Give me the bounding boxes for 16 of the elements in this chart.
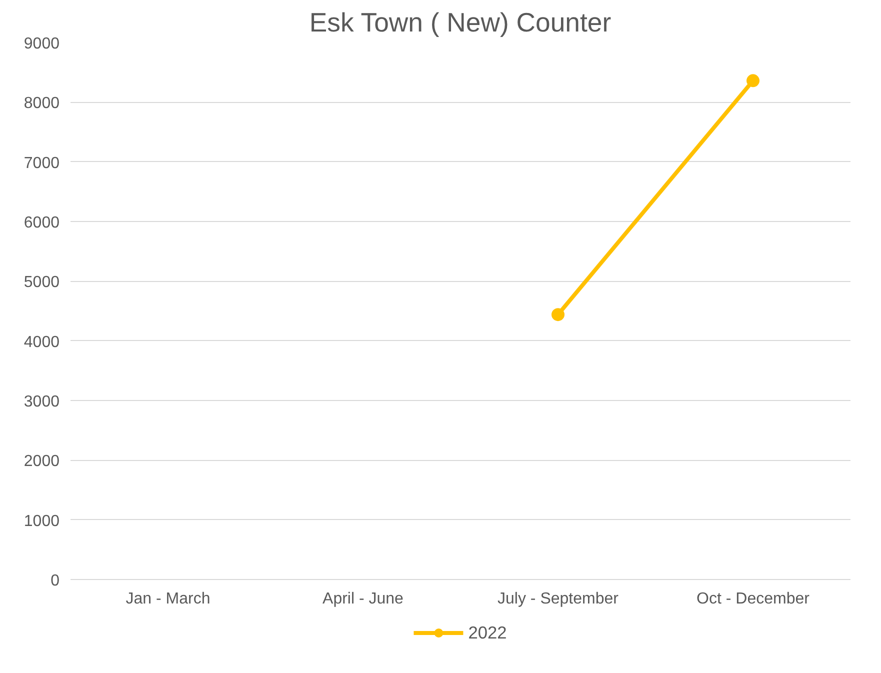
y-tick-label: 9000: [24, 36, 60, 52]
x-tick-label: July - September: [498, 590, 620, 608]
y-tick-label: 1000: [24, 512, 60, 530]
chart-title: Esk Town ( New) Counter: [309, 8, 612, 38]
y-tick-label: 2000: [24, 453, 60, 470]
y-tick-label: 0: [50, 572, 60, 590]
x-tick-label: Jan - March: [126, 590, 210, 608]
y-tick-label: 5000: [24, 274, 60, 292]
legend-label: 2022: [468, 622, 507, 643]
y-tick-label: 6000: [24, 214, 60, 232]
x-tick-label: April - June: [322, 590, 404, 608]
y-tick-label: 7000: [24, 154, 60, 172]
x-tick-label: Oct - December: [696, 590, 810, 608]
y-tick-label: 4000: [24, 334, 60, 351]
y-tick-label: 8000: [24, 95, 60, 112]
y-tick-label: 3000: [24, 394, 60, 410]
